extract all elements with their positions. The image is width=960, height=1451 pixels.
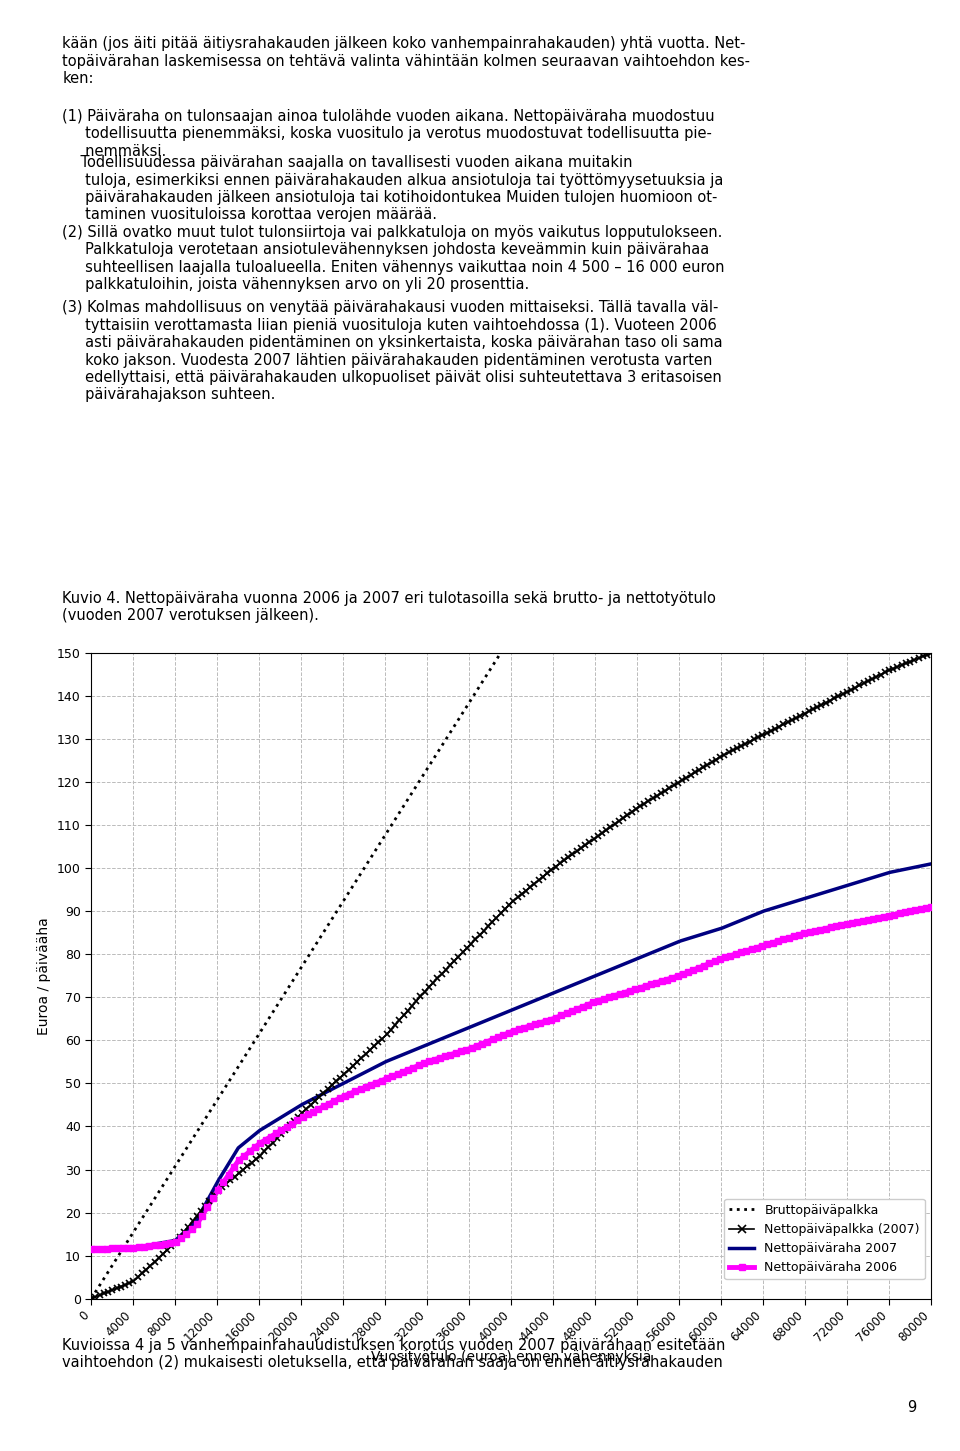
Nettopäiväpalkka (2007): [925, 644, 937, 662]
Bruttopäiväpalkka: [85, 1290, 97, 1307]
Line: Nettopäiväraha 2006: Nettopäiväraha 2006: [87, 904, 935, 1252]
Nettopäiväpalkka (2007): [119, 1275, 131, 1293]
Nettopäiväraha 2007: [471, 1016, 483, 1033]
Line: Nettopäiväraha 2007: Nettopäiväraha 2007: [91, 863, 931, 1249]
Nettopäiväpalkka (2007): [242, 1158, 253, 1175]
X-axis label: Vuosityötulo (euroa) ennen vähennyksiä: Vuosityötulo (euroa) ennen vähennyksiä: [371, 1349, 652, 1364]
Nettopäiväraha 2006: [254, 1135, 266, 1152]
Nettopäiväpalkka (2007): [136, 1265, 148, 1283]
Bruttopäiväpalkka: [282, 979, 294, 997]
Nettopäiväpalkka (2007): [309, 1093, 321, 1110]
Bruttopäiväpalkka: [332, 901, 344, 918]
Nettopäiväraha 2006: [550, 1008, 562, 1026]
Nettopäiväpalkka (2007): [883, 662, 895, 679]
Text: Kuvio 4. Nettopäiväraha vuonna 2006 ja 2007 eri tulotasoilla sekä brutto- ja net: Kuvio 4. Nettopäiväraha vuonna 2006 ja 2…: [62, 591, 716, 622]
Text: kään (jos äiti pitää äitiysrahakauden jälkeen koko vanhempainrahakauden) yhtä vu: kään (jos äiti pitää äitiysrahakauden jä…: [62, 36, 751, 86]
Nettopäiväraha 2007: [493, 1006, 505, 1023]
Nettopäiväraha 2007: [85, 1241, 97, 1258]
Nettopäiväraha 2007: [901, 860, 913, 878]
Text: Todellisuudessa päivärahan saajalla on tavallisesti vuoden aikana muitakin
     : Todellisuudessa päivärahan saajalla on t…: [62, 155, 724, 222]
Line: Bruttopäiväpalkka: Bruttopäiväpalkka: [91, 644, 506, 1299]
Text: (3) Kolmas mahdollisuus on venytää päivärahakausi vuoden mittaiseksi. Tällä tava: (3) Kolmas mahdollisuus on venytää päivä…: [62, 300, 723, 402]
Bruttopäiväpalkka: [500, 636, 512, 653]
Nettopäiväraha 2006: [883, 907, 895, 924]
Nettopäiväpalkka (2007): [85, 1290, 97, 1307]
Bruttopäiväpalkka: [285, 975, 297, 992]
Line: Nettopäiväpalkka (2007): Nettopäiväpalkka (2007): [87, 650, 935, 1302]
Nettopäiväraha 2006: [324, 1096, 335, 1113]
Nettopäiväraha 2006: [772, 933, 783, 950]
Bruttopäiväpalkka: [491, 651, 502, 669]
Bruttopäiväpalkka: [425, 755, 437, 772]
Nettopäiväraha 2006: [630, 981, 641, 998]
Nettopäiväraha 2007: [129, 1239, 140, 1257]
Text: 9: 9: [907, 1400, 917, 1415]
Nettopäiväraha 2006: [85, 1241, 97, 1258]
Nettopäiväraha 2007: [900, 860, 912, 878]
Bruttopäiväpalkka: [310, 936, 322, 953]
Legend: Bruttopäiväpalkka, Nettopäiväpalkka (2007), Nettopäiväraha 2007, Nettopäiväraha : Bruttopäiväpalkka, Nettopäiväpalkka (200…: [725, 1199, 924, 1280]
Y-axis label: Euroa / päivääha: Euroa / päivääha: [37, 917, 51, 1035]
Text: (2) Sillä ovatko muut tulot tulonsiirtoja vai palkkatuloja on myös vaikutus lopp: (2) Sillä ovatko muut tulot tulonsiirtoj…: [62, 225, 725, 292]
Nettopäiväraha 2006: [925, 898, 937, 916]
Nettopäiväpalkka (2007): [853, 676, 865, 694]
Text: (1) Päiväraha on tulonsaajan ainoa tulolähde vuoden aikana. Nettopäiväraha muodo: (1) Päiväraha on tulonsaajan ainoa tulol…: [62, 109, 715, 158]
Nettopäiväraha 2007: [925, 855, 937, 872]
Nettopäiväraha 2007: [747, 907, 758, 924]
Text: Kuvioissa 4 ja 5 vanhempainrahauudistuksen korotus vuoden 2007 päivärahaan esite: Kuvioissa 4 ja 5 vanhempainrahauudistuks…: [62, 1338, 726, 1370]
